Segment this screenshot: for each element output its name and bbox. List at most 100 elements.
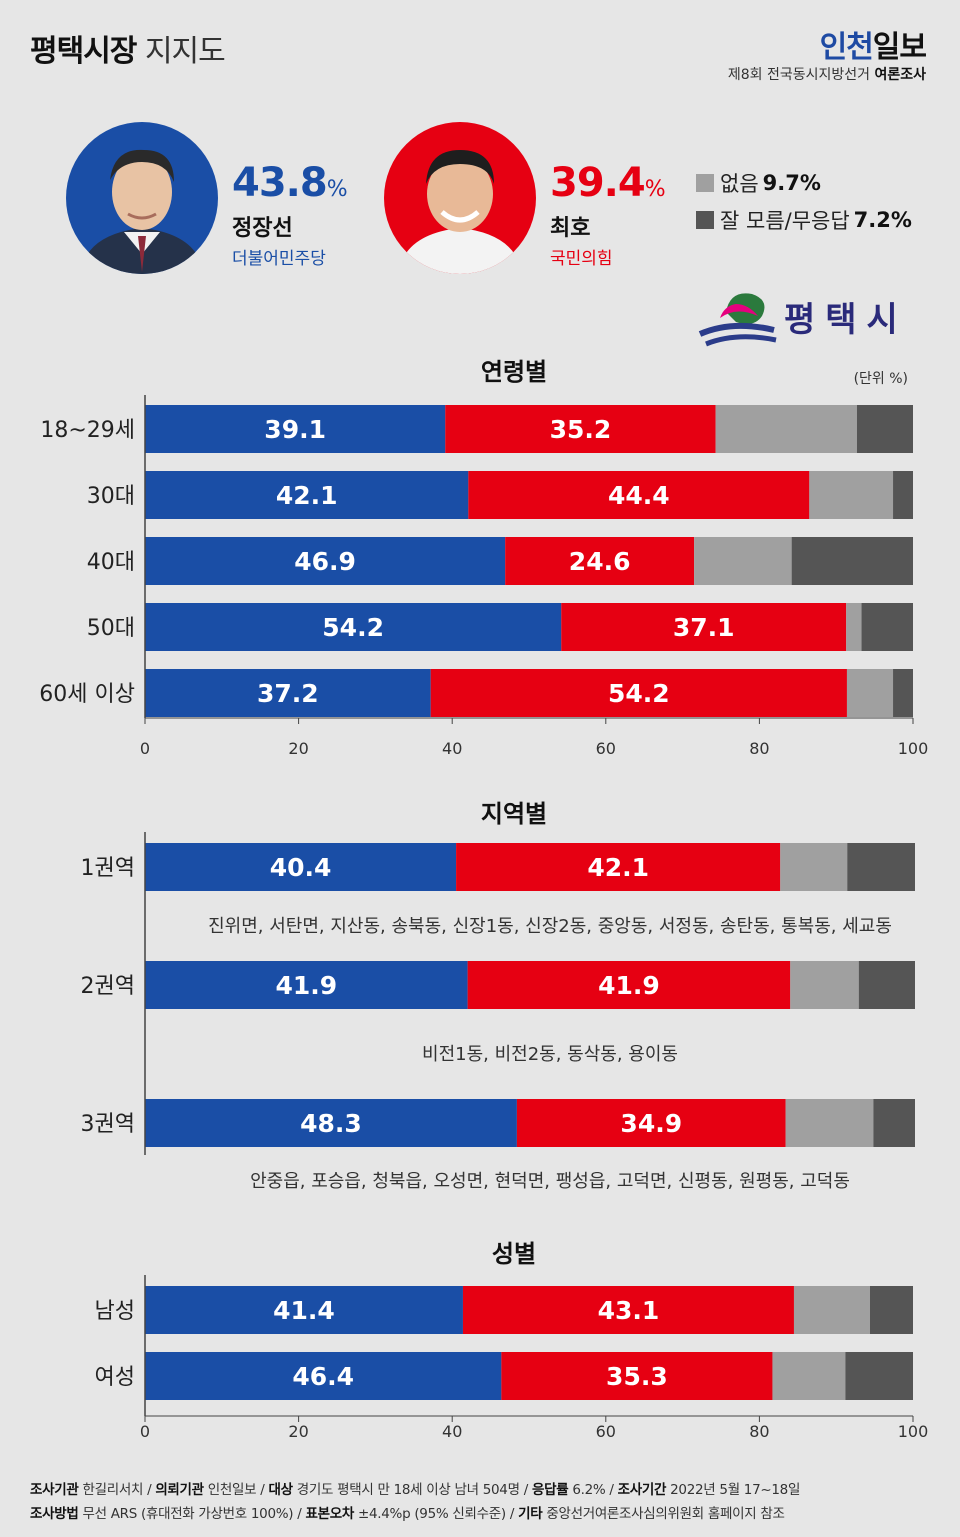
category-label: 50대 — [87, 616, 135, 641]
category-label: 60세 이상 — [39, 682, 135, 707]
legend-unknown-label: 잘 모름/무응답 — [720, 209, 850, 233]
bar-segment — [809, 471, 894, 519]
x-tick-label: 80 — [749, 1422, 769, 1441]
x-tick-label: 0 — [140, 739, 150, 758]
footer-key: 의뢰기관 — [155, 1482, 204, 1498]
city-logo-text: 평택시 — [784, 300, 908, 340]
footer-value: 중앙선거여론조사심의위원회 홈페이지 참조 — [542, 1506, 785, 1522]
bar-segment — [847, 843, 915, 891]
region-note: 비전1동, 비전2동, 동삭동, 용이동 — [422, 1044, 678, 1065]
footer-value: 6.2% — [568, 1482, 606, 1498]
bar-segment — [869, 1286, 913, 1334]
person-icon — [398, 150, 522, 274]
data-label: 34.9 — [620, 1109, 682, 1138]
survey-note: 제8회 전국동시지방선거 여론조사 — [728, 64, 926, 84]
bar-segment — [561, 603, 847, 651]
bar-segment — [793, 1286, 870, 1334]
bar-segment — [145, 405, 446, 453]
bar-segment — [845, 1352, 913, 1400]
data-label: 37.1 — [673, 613, 735, 642]
candidate-1-pct: 43.8% — [232, 160, 348, 206]
bar-segment — [791, 537, 913, 585]
candidate-1-pct-value: 43.8 — [232, 160, 328, 206]
brand-part2: 일보 — [872, 30, 927, 65]
footer-separator: / — [605, 1482, 618, 1498]
footer-value: 인천일보 — [203, 1482, 257, 1498]
city-logo-icon — [698, 293, 777, 347]
bar-segment — [145, 843, 457, 891]
candidate-2-pct-value: 39.4 — [550, 160, 646, 206]
footer-key: 표본오차 — [305, 1506, 355, 1522]
x-tick-label: 0 — [140, 1422, 150, 1441]
category-label: 18~29세 — [40, 418, 135, 443]
x-tick-label: 100 — [898, 1422, 929, 1441]
bar-segment — [873, 1099, 915, 1147]
section-title-region: 지역별 — [480, 800, 548, 828]
x-tick-label: 40 — [442, 739, 462, 758]
bar-segment — [145, 1352, 502, 1400]
bar-segment — [145, 1286, 463, 1334]
legend-unknown-value: 7.2% — [853, 208, 912, 232]
data-label: 41.4 — [273, 1296, 335, 1325]
x-tick-label: 20 — [288, 739, 308, 758]
bar-segment — [772, 1352, 846, 1400]
bar-segment — [462, 1286, 794, 1334]
data-label: 41.9 — [598, 971, 660, 1000]
x-tick-label: 80 — [749, 739, 769, 758]
data-label: 40.4 — [270, 853, 332, 882]
footer-line-1: 조사기관 한길리서치 / 의뢰기관 인천일보 / 대상 경기도 평택시 만 18… — [30, 1478, 800, 1502]
data-label: 42.1 — [587, 853, 649, 882]
poll-charts: 18~29세 39.1 35.2 30대 42.1 44.4 40대 46.9 24.6 50대 5… — [39, 395, 929, 1441]
data-label: 35.2 — [550, 415, 612, 444]
x-tick-label: 100 — [898, 739, 929, 758]
title-bold: 평택시장 — [30, 34, 137, 69]
bar-segment — [145, 961, 468, 1009]
data-label: 35.3 — [606, 1362, 668, 1391]
footer: 조사기관 한길리서치 / 의뢰기관 인천일보 / 대상 경기도 평택시 만 18… — [30, 1478, 800, 1526]
data-label: 46.4 — [292, 1362, 354, 1391]
data-label: 41.9 — [275, 971, 337, 1000]
bar-segment — [780, 843, 848, 891]
footer-separator: / — [505, 1506, 519, 1522]
category-label: 30대 — [87, 484, 135, 509]
footer-separator: / — [143, 1482, 156, 1498]
candidate-photo-1 — [66, 122, 218, 274]
region-note: 진위면, 서탄면, 지산동, 송북동, 신장1동, 신장2동, 중앙동, 서정동… — [208, 916, 892, 937]
title-sub: 지지도 — [144, 34, 226, 69]
bar-segment — [861, 603, 913, 651]
bar-segment — [145, 471, 469, 519]
region-note: 안중읍, 포승읍, 청북읍, 오성면, 현덕면, 팽성읍, 고덕면, 신평동, … — [250, 1171, 850, 1192]
bar-segment — [694, 537, 792, 585]
section-title-age: 연령별 — [480, 358, 548, 386]
data-label: 24.6 — [569, 547, 631, 576]
candidate-photo-2 — [384, 122, 536, 274]
data-label: 39.1 — [264, 415, 326, 444]
candidate-2-name: 최호 — [550, 216, 591, 241]
footer-value: 2022년 5월 17~18일 — [666, 1482, 801, 1498]
category-label: 1권역 — [81, 856, 135, 881]
survey-note-text: 제8회 전국동시지방선거 — [727, 67, 871, 83]
footer-key: 응답률 — [531, 1482, 569, 1498]
footer-key: 조사기관 — [30, 1482, 79, 1498]
bar-segment — [715, 405, 857, 453]
bar-segment — [785, 1099, 874, 1147]
footer-value: ±4.4%p (95% 신뢰수준) — [353, 1506, 506, 1522]
footer-value: 한길리서치 — [78, 1482, 144, 1498]
bar-segment — [501, 1352, 773, 1400]
bar-segment — [505, 537, 695, 585]
data-label: 42.1 — [276, 481, 338, 510]
legend-none-value: 9.7% — [762, 171, 821, 195]
data-label: 44.4 — [608, 481, 670, 510]
data-label: 54.2 — [322, 613, 384, 642]
x-tick-label: 20 — [288, 1422, 308, 1441]
bar-segment — [846, 669, 894, 717]
candidate-2-party: 국민의힘 — [550, 249, 613, 269]
category-label: 남성 — [95, 1299, 135, 1324]
bar-segment — [468, 471, 810, 519]
x-tick-label: 60 — [596, 739, 616, 758]
bar-segment — [145, 537, 506, 585]
data-label: 43.1 — [598, 1296, 660, 1325]
bar-segment — [893, 669, 913, 717]
legend-swatch-none — [696, 174, 714, 192]
data-label: 48.3 — [300, 1109, 362, 1138]
